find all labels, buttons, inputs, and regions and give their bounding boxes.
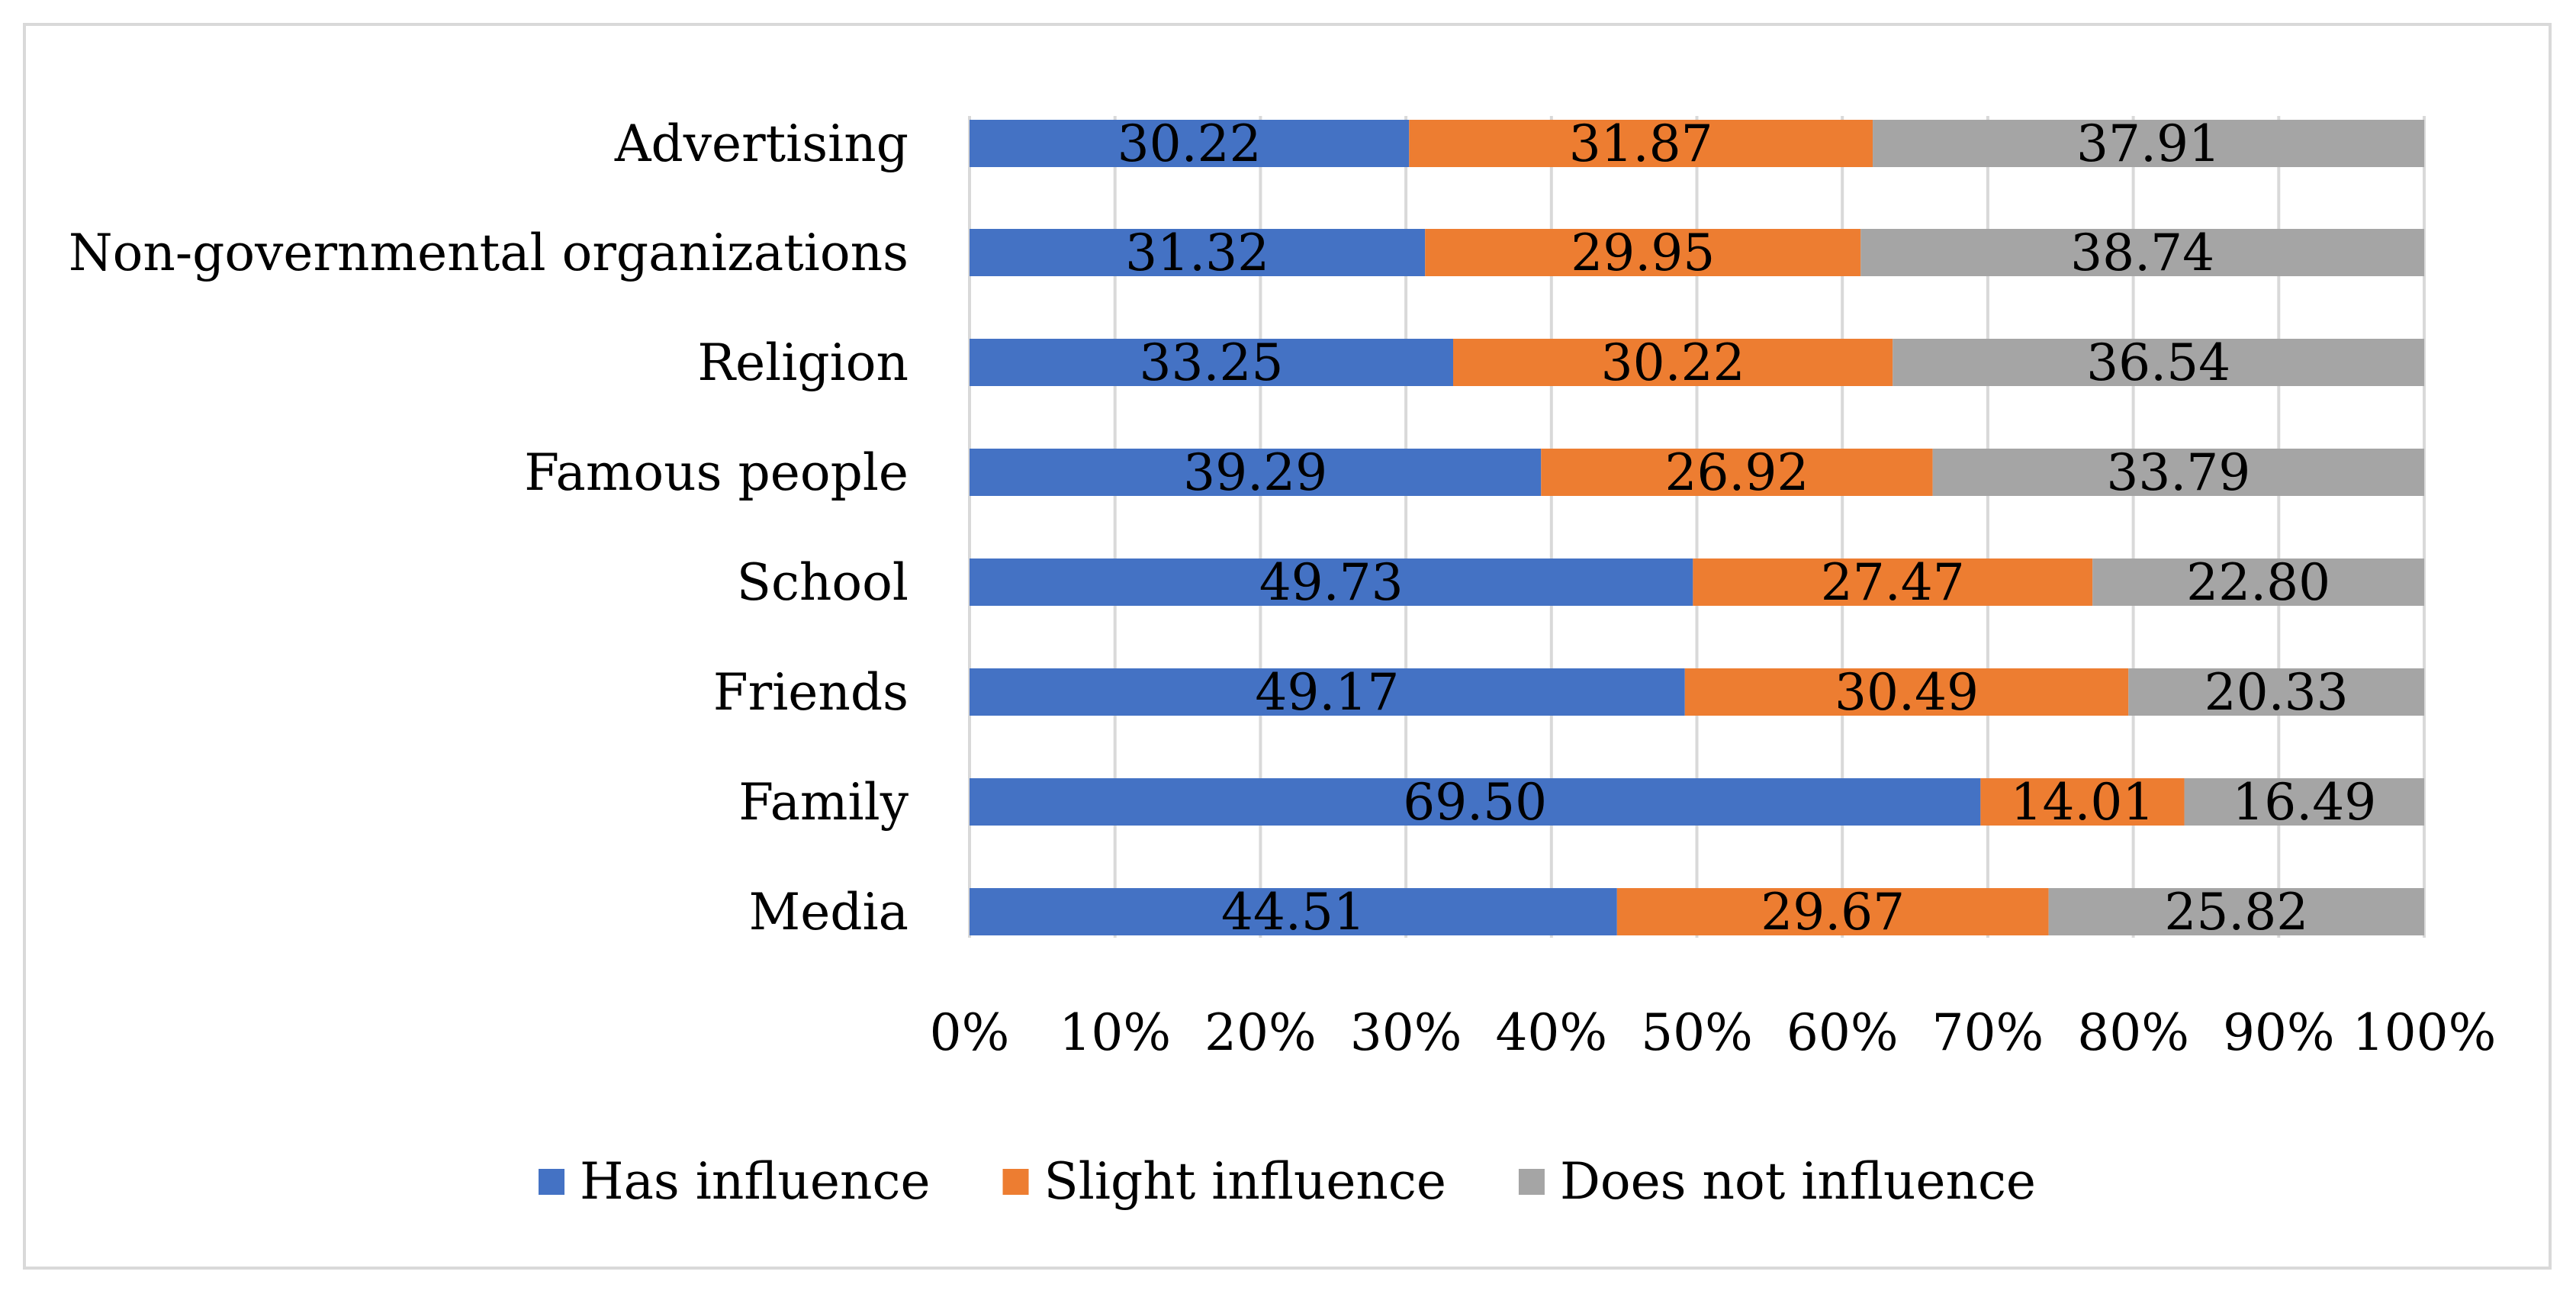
category-label: Advertising: [614, 114, 909, 173]
x-tick-label: 20%: [1204, 1003, 1317, 1062]
category-label: Religion: [697, 333, 909, 392]
data-label: 33.25: [1140, 333, 1284, 392]
bar-segment: [1932, 449, 2424, 496]
data-label: 22.80: [2186, 553, 2330, 612]
data-label: 25.82: [2164, 883, 2308, 942]
legend-item: Slight influence: [1002, 1152, 1446, 1211]
category-label: Family: [738, 773, 909, 832]
bar-segment: [970, 888, 1617, 935]
category-label: Friends: [713, 663, 909, 722]
data-label: 16.49: [2232, 773, 2376, 832]
category-axis: Advertising Non-governmental organization…: [69, 114, 909, 942]
legend-label: Has influence: [580, 1152, 931, 1211]
chart-frame: 30.22 31.87 37.91 31.32 29.95 38.74 33.25 30.22…: [23, 23, 2552, 1270]
bar-segment: [1873, 120, 2424, 167]
bar-segment: [970, 778, 1981, 826]
x-tick-label: 90%: [2223, 1003, 2335, 1062]
bar-segment: [1860, 229, 2424, 276]
data-label: 49.73: [1259, 553, 1404, 612]
bar-segment: [1616, 888, 2049, 935]
bar-segment: [1409, 120, 1873, 167]
data-label: 27.47: [1821, 553, 1965, 612]
bar-segment: [1980, 778, 2185, 826]
bars: [970, 120, 2424, 935]
legend-swatch: [1518, 1169, 1545, 1195]
data-label: 30.22: [1601, 333, 1745, 392]
bar-segment: [1541, 449, 1933, 496]
legend-swatch: [1002, 1169, 1029, 1195]
data-label: 20.33: [2205, 663, 2349, 722]
data-label: 31.87: [1569, 114, 1713, 173]
legend-label: Does not influence: [1560, 1152, 2036, 1211]
bar-segment: [970, 229, 1426, 276]
category-label: Famous people: [524, 443, 909, 502]
data-label: 26.92: [1664, 443, 1809, 502]
x-tick-label: 80%: [2077, 1003, 2189, 1062]
data-label: 14.01: [2010, 773, 2154, 832]
category-label: School: [737, 553, 909, 612]
bar-segment: [970, 558, 1693, 606]
legend-label: Slight influence: [1044, 1152, 1446, 1211]
bar-segment: [1425, 229, 1861, 276]
bar-segment: [970, 120, 1410, 167]
data-label: 29.95: [1571, 224, 1715, 282]
data-label: 30.22: [1118, 114, 1262, 173]
legend-swatch: [539, 1169, 565, 1195]
bar-segment: [1693, 558, 2093, 606]
x-tick-label: 10%: [1059, 1003, 1171, 1062]
category-label: Non-governmental organizations: [69, 224, 909, 282]
bar-segment: [970, 339, 1454, 386]
stacked-bar-chart: 30.22 31.87 37.91 31.32 29.95 38.74 33.25 30.22…: [69, 114, 2497, 1211]
data-label: 37.91: [2076, 114, 2221, 173]
legend: Has influence Slight influence Does not in…: [539, 1152, 2036, 1211]
data-label: 29.67: [1761, 883, 1905, 942]
data-label: 39.29: [1183, 443, 1327, 502]
x-tick-label: 100%: [2352, 1003, 2497, 1062]
data-label: 31.32: [1125, 224, 1269, 282]
bar-segment: [2128, 668, 2424, 716]
legend-item: Has influence: [539, 1152, 931, 1211]
bar-segment: [970, 668, 1685, 716]
x-tick-label: 40%: [1495, 1003, 1607, 1062]
data-label: 33.79: [2106, 443, 2250, 502]
bar-segment: [1453, 339, 1893, 386]
x-tick-label: 70%: [1932, 1003, 2044, 1062]
data-label: 69.50: [1403, 773, 1547, 832]
value-axis: 0% 10% 20% 30% 40% 50% 60% 70% 80% 90% 100%: [930, 1003, 2497, 1062]
data-label: 36.54: [2086, 333, 2230, 392]
bar-segment: [2092, 558, 2424, 606]
x-tick-label: 0%: [930, 1003, 1010, 1062]
data-labels: 30.22 31.87 37.91 31.32 29.95 38.74 33.25 30.22…: [1118, 114, 2377, 942]
bar-segment: [1684, 668, 2129, 716]
x-tick-label: 30%: [1350, 1003, 1462, 1062]
bar-segment: [970, 449, 1542, 496]
data-label: 44.51: [1221, 883, 1365, 942]
data-label: 38.74: [2070, 224, 2214, 282]
data-label: 49.17: [1255, 663, 1399, 722]
bar-segment: [2048, 888, 2424, 935]
bar-segment: [2184, 778, 2424, 826]
data-label: 30.49: [1835, 663, 1979, 722]
x-tick-label: 50%: [1641, 1003, 1753, 1062]
category-label: Media: [749, 883, 909, 942]
legend-item: Does not influence: [1518, 1152, 2036, 1211]
x-tick-label: 60%: [1786, 1003, 1899, 1062]
bar-segment: [1893, 339, 2424, 386]
